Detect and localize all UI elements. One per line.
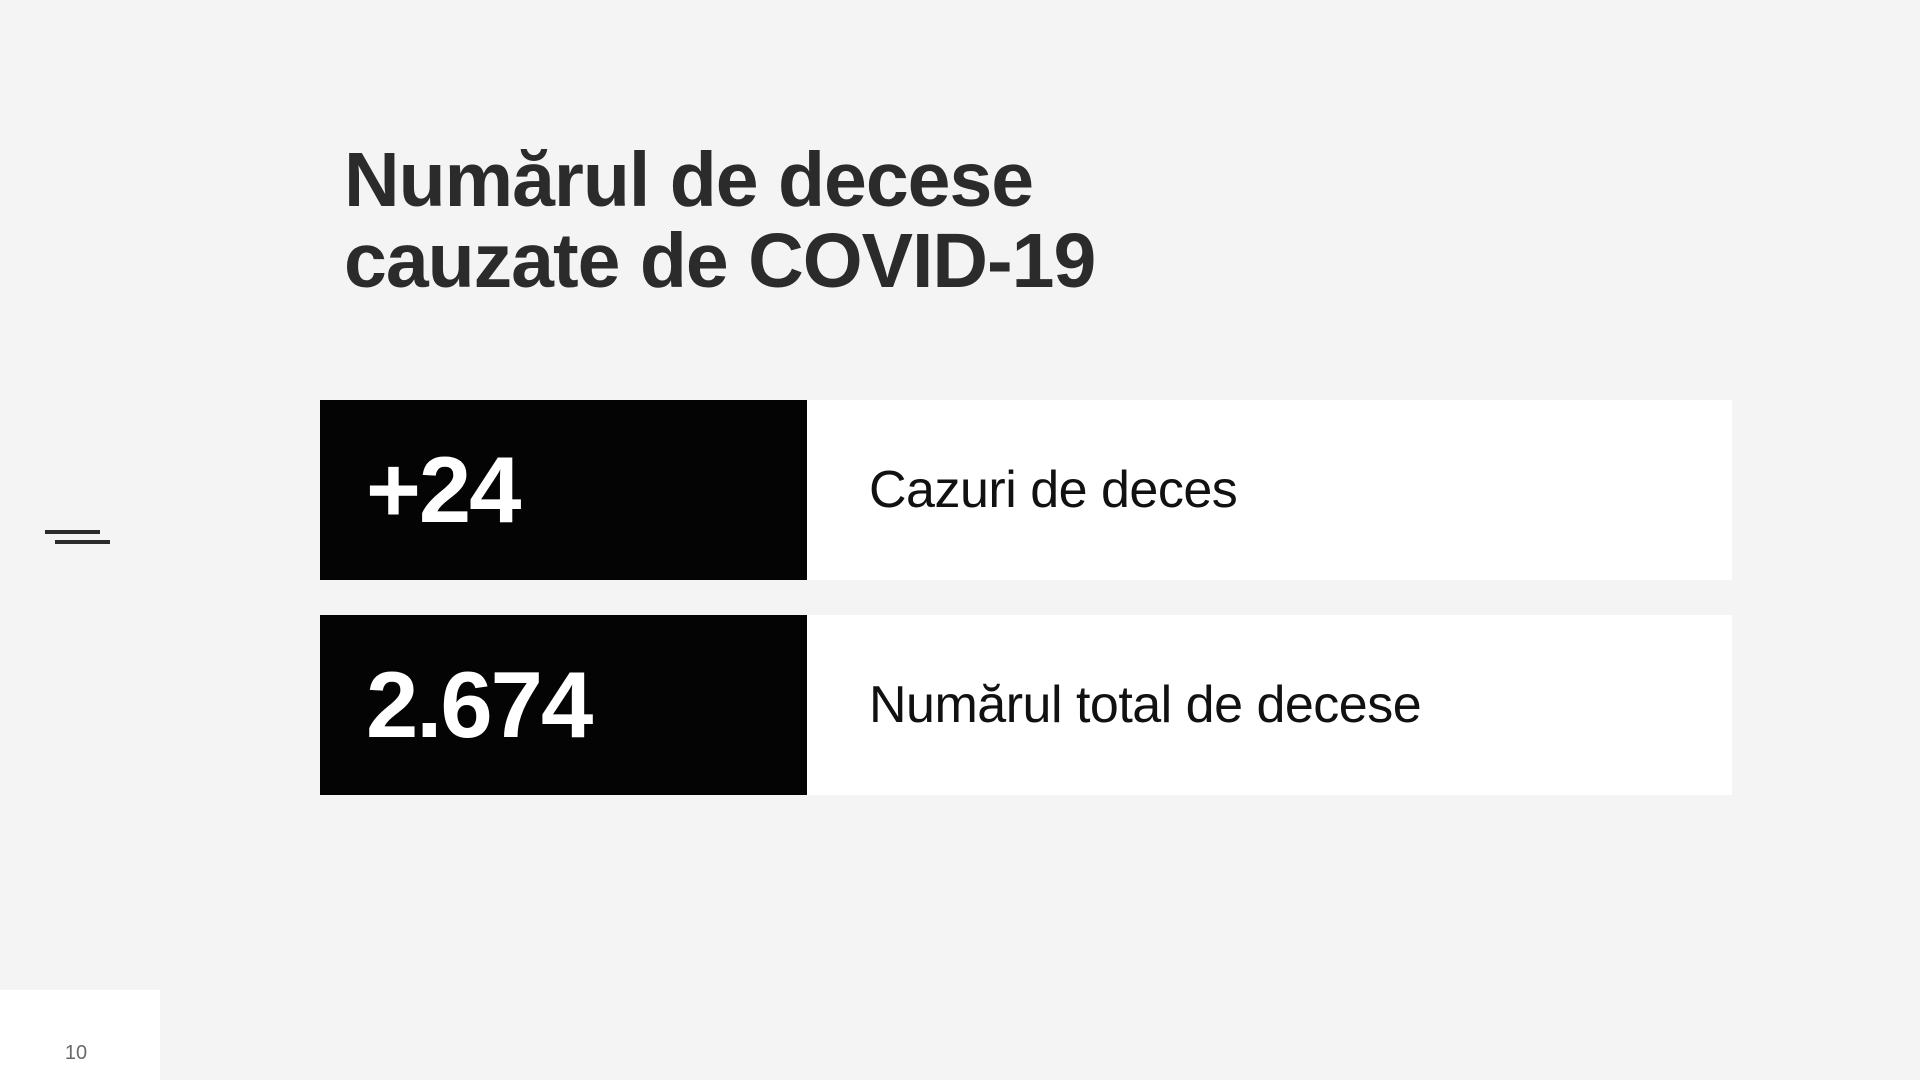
stat-value-new-deaths: +24 [320, 400, 807, 580]
stat-value-total-deaths: 2.674 [320, 615, 807, 795]
page-number: 10 [65, 1042, 87, 1065]
stat-label-total-deaths: Numărul total de decese [807, 615, 1732, 795]
decoration-lines-icon [45, 530, 115, 550]
page-title: Numărul de decesecauzate de COVID-19 [344, 140, 1095, 302]
stat-label-new-deaths: Cazuri de deces [807, 400, 1732, 580]
page-number-box: 10 [0, 990, 160, 1080]
stat-row-total-deaths: 2.674 Numărul total de decese [320, 615, 1732, 795]
stat-row-new-deaths: +24 Cazuri de deces [320, 400, 1732, 580]
